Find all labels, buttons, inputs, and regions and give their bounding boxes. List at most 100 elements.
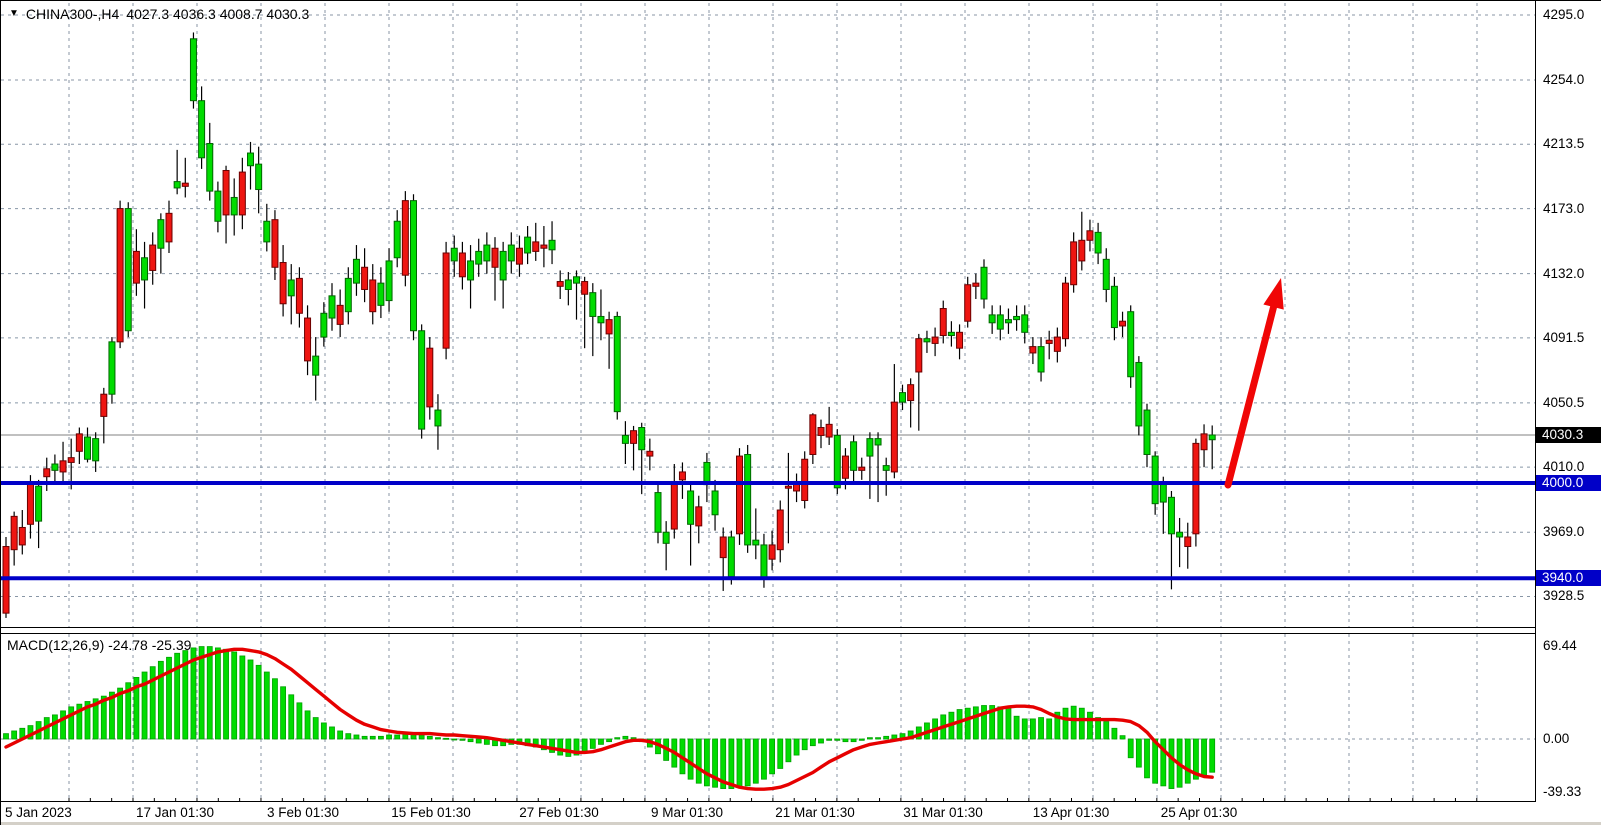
macd-bar — [842, 738, 849, 743]
candle-down — [915, 338, 923, 373]
candle-down — [426, 347, 434, 408]
candle-up — [1013, 315, 1021, 321]
macd-bar — [337, 730, 344, 740]
macd-bar — [280, 686, 287, 740]
candle-up — [1021, 314, 1029, 333]
macd-bar — [818, 738, 824, 744]
candle-up — [899, 392, 906, 403]
candle-down — [165, 212, 173, 243]
macd-bar — [418, 734, 425, 740]
macd-bar — [752, 738, 759, 784]
price-tick-label: 4091.5 — [1543, 329, 1585, 345]
macd-bar — [92, 698, 99, 740]
candle-down — [1045, 339, 1053, 344]
macd-bar — [858, 738, 865, 741]
macd-bar — [785, 738, 792, 763]
candle-down — [43, 468, 51, 478]
candle-up — [328, 295, 336, 319]
macd-bar — [223, 648, 229, 740]
macd-bar — [451, 738, 458, 741]
macd-bar — [214, 647, 221, 740]
macd-bar — [1038, 717, 1044, 740]
candle-up — [866, 438, 874, 457]
macd-bar — [867, 737, 873, 740]
macd-bar — [149, 666, 156, 740]
candle-down — [841, 455, 849, 479]
symbol-title[interactable]: ▼ CHINA300-,H4 4027.3 4036.3 4008.7 4030.3 — [9, 6, 309, 22]
macd-bar — [801, 738, 808, 751]
candle-up — [92, 438, 100, 462]
macd-bar — [1054, 711, 1061, 740]
candle-down — [646, 450, 654, 457]
candle-up — [980, 266, 988, 300]
candle-down — [336, 304, 344, 325]
macd-bar — [377, 735, 384, 740]
macd-bar — [1021, 718, 1028, 740]
candle-down — [1062, 282, 1069, 340]
candle-up — [507, 244, 515, 262]
candle-up — [589, 292, 597, 317]
macd-bar — [1135, 738, 1142, 768]
candle-up — [621, 434, 629, 444]
macd-bar — [1144, 738, 1150, 779]
candle-up — [727, 536, 735, 578]
macd-bar — [263, 671, 270, 740]
candle-down — [678, 471, 686, 481]
candle-up — [923, 338, 931, 343]
candle-down — [972, 282, 980, 287]
time-tick-label: 31 Mar 01:30 — [903, 805, 983, 820]
candle-up — [1143, 409, 1151, 455]
macd-bar — [133, 676, 140, 740]
candle-up — [173, 181, 181, 189]
macd-bar — [557, 738, 564, 756]
macd-bar — [834, 738, 841, 741]
candle-up — [84, 436, 91, 460]
macd-bar — [467, 738, 474, 743]
candle-down — [556, 281, 564, 287]
up-arrow-annotation[interactable] — [1224, 278, 1284, 489]
pane-divider-bottom — [1, 633, 1535, 634]
chevron-down-icon[interactable]: ▼ — [9, 8, 19, 19]
candle-up — [108, 341, 116, 395]
candle-down — [1184, 536, 1192, 548]
candle-down — [1192, 442, 1200, 535]
macd-bar — [182, 650, 189, 740]
candle-up — [247, 152, 254, 167]
macd-bar — [60, 710, 66, 740]
candle-up — [711, 490, 719, 516]
macd-bar — [549, 738, 555, 753]
candle-down — [1053, 336, 1061, 352]
macd-bar — [157, 660, 164, 740]
candle-up — [662, 531, 670, 544]
macd-bar — [239, 655, 246, 740]
price-tick-label: 4254.0 — [1543, 72, 1585, 88]
main-price-pane[interactable] — [1, 1, 1535, 628]
macd-bar — [475, 738, 482, 744]
macd-bar — [1209, 738, 1216, 773]
candle-up — [352, 258, 360, 284]
macd-bar — [174, 652, 181, 740]
candle-down — [238, 171, 246, 216]
candle-up — [1135, 361, 1143, 427]
candle-up — [320, 312, 328, 338]
macd-bar — [712, 738, 718, 788]
macd-bar — [76, 703, 83, 740]
macd-bar — [1160, 738, 1167, 787]
candle-down — [1070, 241, 1078, 286]
candle-up — [947, 331, 955, 336]
candle-down — [964, 284, 972, 322]
candle-up — [638, 427, 646, 451]
candle-up — [263, 220, 271, 243]
candle-down — [304, 317, 312, 362]
candle-down — [768, 544, 776, 560]
candle-down — [736, 455, 743, 535]
candle-down — [279, 262, 287, 305]
macd-pane[interactable] — [1, 633, 1535, 802]
candle-up — [882, 465, 890, 471]
macd-bar — [52, 714, 58, 740]
macd-bar — [1111, 727, 1118, 740]
candle-down — [670, 480, 678, 530]
candle-up — [573, 276, 580, 284]
candle-down — [458, 252, 466, 278]
candle-down — [630, 430, 638, 444]
